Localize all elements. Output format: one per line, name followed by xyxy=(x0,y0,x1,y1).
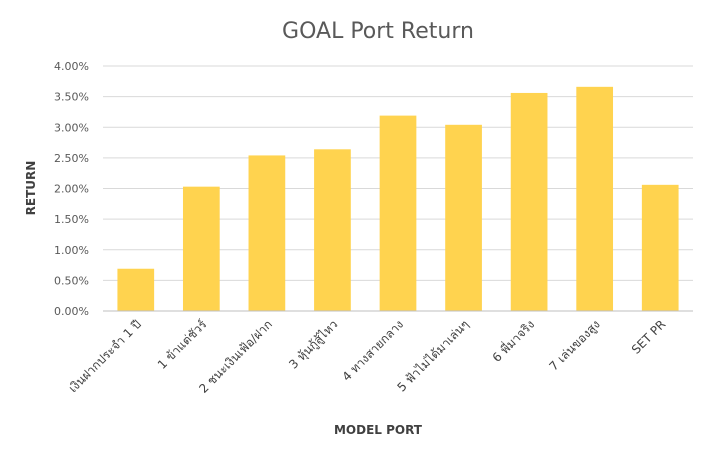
x-category-label: 4 ทางสายกลาง xyxy=(339,317,406,384)
y-tick-label: 0.50% xyxy=(54,274,89,287)
bars xyxy=(117,86,679,311)
bar xyxy=(248,155,286,311)
y-tick-label: 2.00% xyxy=(54,183,89,196)
x-category-label: 2 ชนะเงินเฟ้อ/ฝาก xyxy=(196,317,275,396)
x-category-label: 5 ฟ้าไม่ได้มาเล่นๆ xyxy=(394,317,471,394)
y-tick-label: 2.50% xyxy=(54,152,89,165)
x-category-label: 7 เล่นของสูง xyxy=(547,317,604,374)
chart-title: GOAL Port Return xyxy=(282,19,474,44)
bar xyxy=(379,115,417,311)
bar xyxy=(314,149,351,311)
y-tick-label: 3.50% xyxy=(54,91,89,104)
bar xyxy=(117,268,155,311)
y-tick-label: 0.00% xyxy=(54,305,89,318)
y-tick-label: 3.00% xyxy=(54,121,89,134)
bar xyxy=(445,124,482,311)
x-category-label: 6 พี่มาจริง xyxy=(488,316,537,365)
y-axis-ticks: 0.00% 0.50% 1.00% 1.50% 2.00% 2.50% 3.00% 3.50%… xyxy=(54,60,89,318)
bar xyxy=(641,184,679,311)
x-axis-title: MODEL PORT xyxy=(334,423,423,437)
x-category-label: 3 หุ้นกู้สู้ไหว xyxy=(286,317,341,372)
x-category-label: 1 ข้าแต่ชัวร์ xyxy=(155,317,210,372)
x-category-label: เงินฝากประจำ 1 ปี xyxy=(66,317,144,395)
y-tick-label: 1.00% xyxy=(54,244,89,257)
x-category-label: SET PR xyxy=(629,317,669,357)
bar xyxy=(510,92,548,311)
y-axis-title: RETURN xyxy=(24,161,38,216)
y-tick-label: 1.50% xyxy=(54,213,89,226)
y-tick-label: 4.00% xyxy=(54,60,89,73)
bar xyxy=(182,186,220,311)
x-axis-categories: เงินฝากประจำ 1 ปี 1 ข้าแต่ชัวร์2 ชนะเงินเ… xyxy=(66,316,668,396)
bar xyxy=(576,86,614,311)
